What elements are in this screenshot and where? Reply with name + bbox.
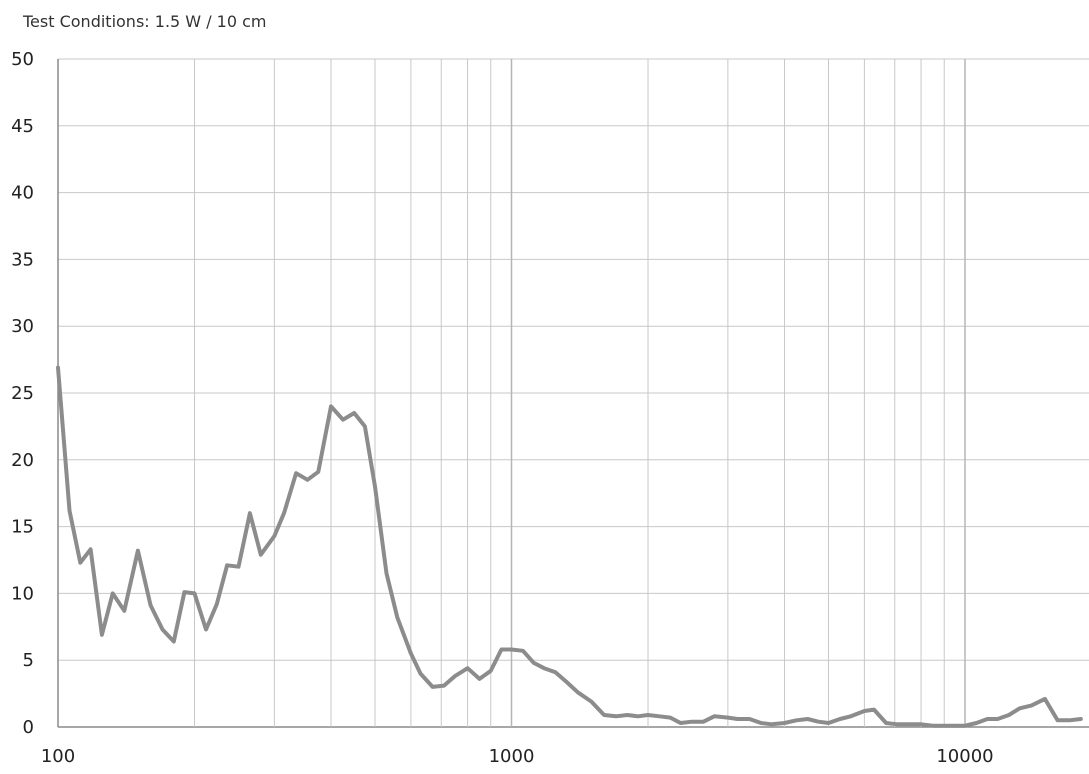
grid <box>57 58 1089 728</box>
y-tick-label: 15 <box>11 517 34 538</box>
x-tick-label: 1000 <box>489 746 535 767</box>
y-tick-label: 5 <box>23 650 34 671</box>
y-tick-label: 45 <box>11 116 34 137</box>
series-line-0 <box>56 365 1083 728</box>
y-tick-label: 50 <box>11 49 34 70</box>
y-tick-label: 25 <box>11 383 34 404</box>
x-tick-label: 10000 <box>936 746 993 767</box>
y-tick-label: 35 <box>11 249 34 270</box>
series-group <box>56 365 1083 728</box>
y-tick-label: 0 <box>23 717 34 738</box>
y-tick-label: 10 <box>11 583 34 604</box>
chart-caption: Test Conditions: 1.5 W / 10 cm <box>23 12 267 31</box>
x-tick-label: 100 <box>41 746 75 767</box>
y-tick-label: 20 <box>11 450 34 471</box>
tick-labels: 0 5 10 15 20 25 30 35 40 45 50 100 1000 10000 <box>11 49 994 767</box>
y-tick-label: 30 <box>11 316 34 337</box>
y-tick-label: 40 <box>11 183 34 204</box>
